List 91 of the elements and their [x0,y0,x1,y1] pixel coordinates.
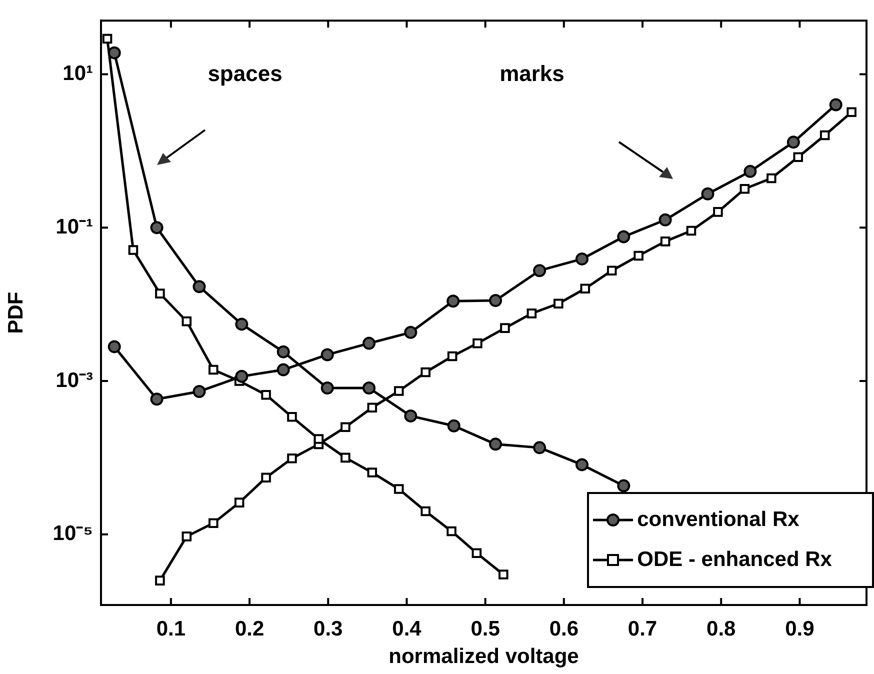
point [472,548,482,558]
point [793,152,804,162]
point [150,392,164,406]
point [420,367,430,378]
point [786,136,800,149]
point [261,390,271,400]
point [617,479,630,492]
point [472,338,482,348]
point [192,384,206,398]
x-tick-label: 0.3 [314,617,343,640]
point [314,434,324,444]
x-tick-label: 0.7 [628,617,658,640]
point [420,506,430,516]
point [234,498,244,508]
point [367,468,378,478]
x-tick-label: 0.2 [234,617,264,640]
x-tick-label: 0.6 [549,617,579,640]
point [820,130,830,140]
y-tick-label: 10¹ [62,62,93,86]
x-tick-label: 0.1 [156,617,186,640]
point [128,245,138,255]
legend-label: conventional Rx [637,508,800,532]
point [362,336,376,350]
point [446,526,456,536]
point [276,363,290,376]
x-axis-title: normalized voltage [388,645,579,668]
point [155,288,165,298]
point [404,409,418,422]
x-tick-label: 0.8 [706,617,736,640]
legend-label: ODE - enhanced Rx [637,548,832,572]
point [340,452,350,463]
point [658,213,672,226]
point [829,98,842,112]
point [660,236,670,246]
point [575,252,588,266]
point [526,308,537,318]
y-tick-label: 10⁻³ [56,368,93,392]
y-tick-label: 10⁻¹ [56,215,93,238]
x-tick-label: 0.4 [392,617,422,640]
point [102,34,112,44]
point [235,370,248,383]
point [155,576,165,586]
point [846,107,856,118]
x-tick-label: 0.9 [785,617,814,640]
point [447,419,460,432]
point [580,284,590,294]
point [340,422,350,432]
point [235,318,248,331]
point [447,351,458,362]
point [394,484,404,494]
point [276,345,290,358]
point [533,264,546,278]
point [498,570,508,580]
point [108,46,121,60]
x-tick-label: 0.5 [470,617,500,640]
point [554,298,564,309]
point [394,386,404,396]
point [192,280,206,294]
point [150,221,164,234]
annotation: marks [500,61,564,86]
point [446,294,460,308]
point [287,412,297,422]
point [287,453,297,464]
point [575,458,588,472]
point [713,207,723,217]
point [362,382,376,395]
point [533,441,546,454]
point [261,472,271,482]
point [182,316,192,326]
point [489,294,502,308]
point [634,250,644,261]
point [404,326,418,339]
point [208,518,218,528]
point [744,164,757,178]
annotation: spaces [208,61,282,86]
point [108,340,121,354]
point [740,184,750,194]
point [367,402,378,412]
point [500,323,510,333]
point [686,226,696,236]
point [208,364,218,375]
point [182,532,192,542]
y-tick-label: 10⁻⁵ [52,522,93,546]
point [701,187,714,200]
point [766,173,776,184]
y-axis-title: PDF [4,292,28,334]
point [489,438,502,451]
point [320,382,334,395]
point [617,230,630,244]
point [320,348,334,362]
point [606,266,617,276]
